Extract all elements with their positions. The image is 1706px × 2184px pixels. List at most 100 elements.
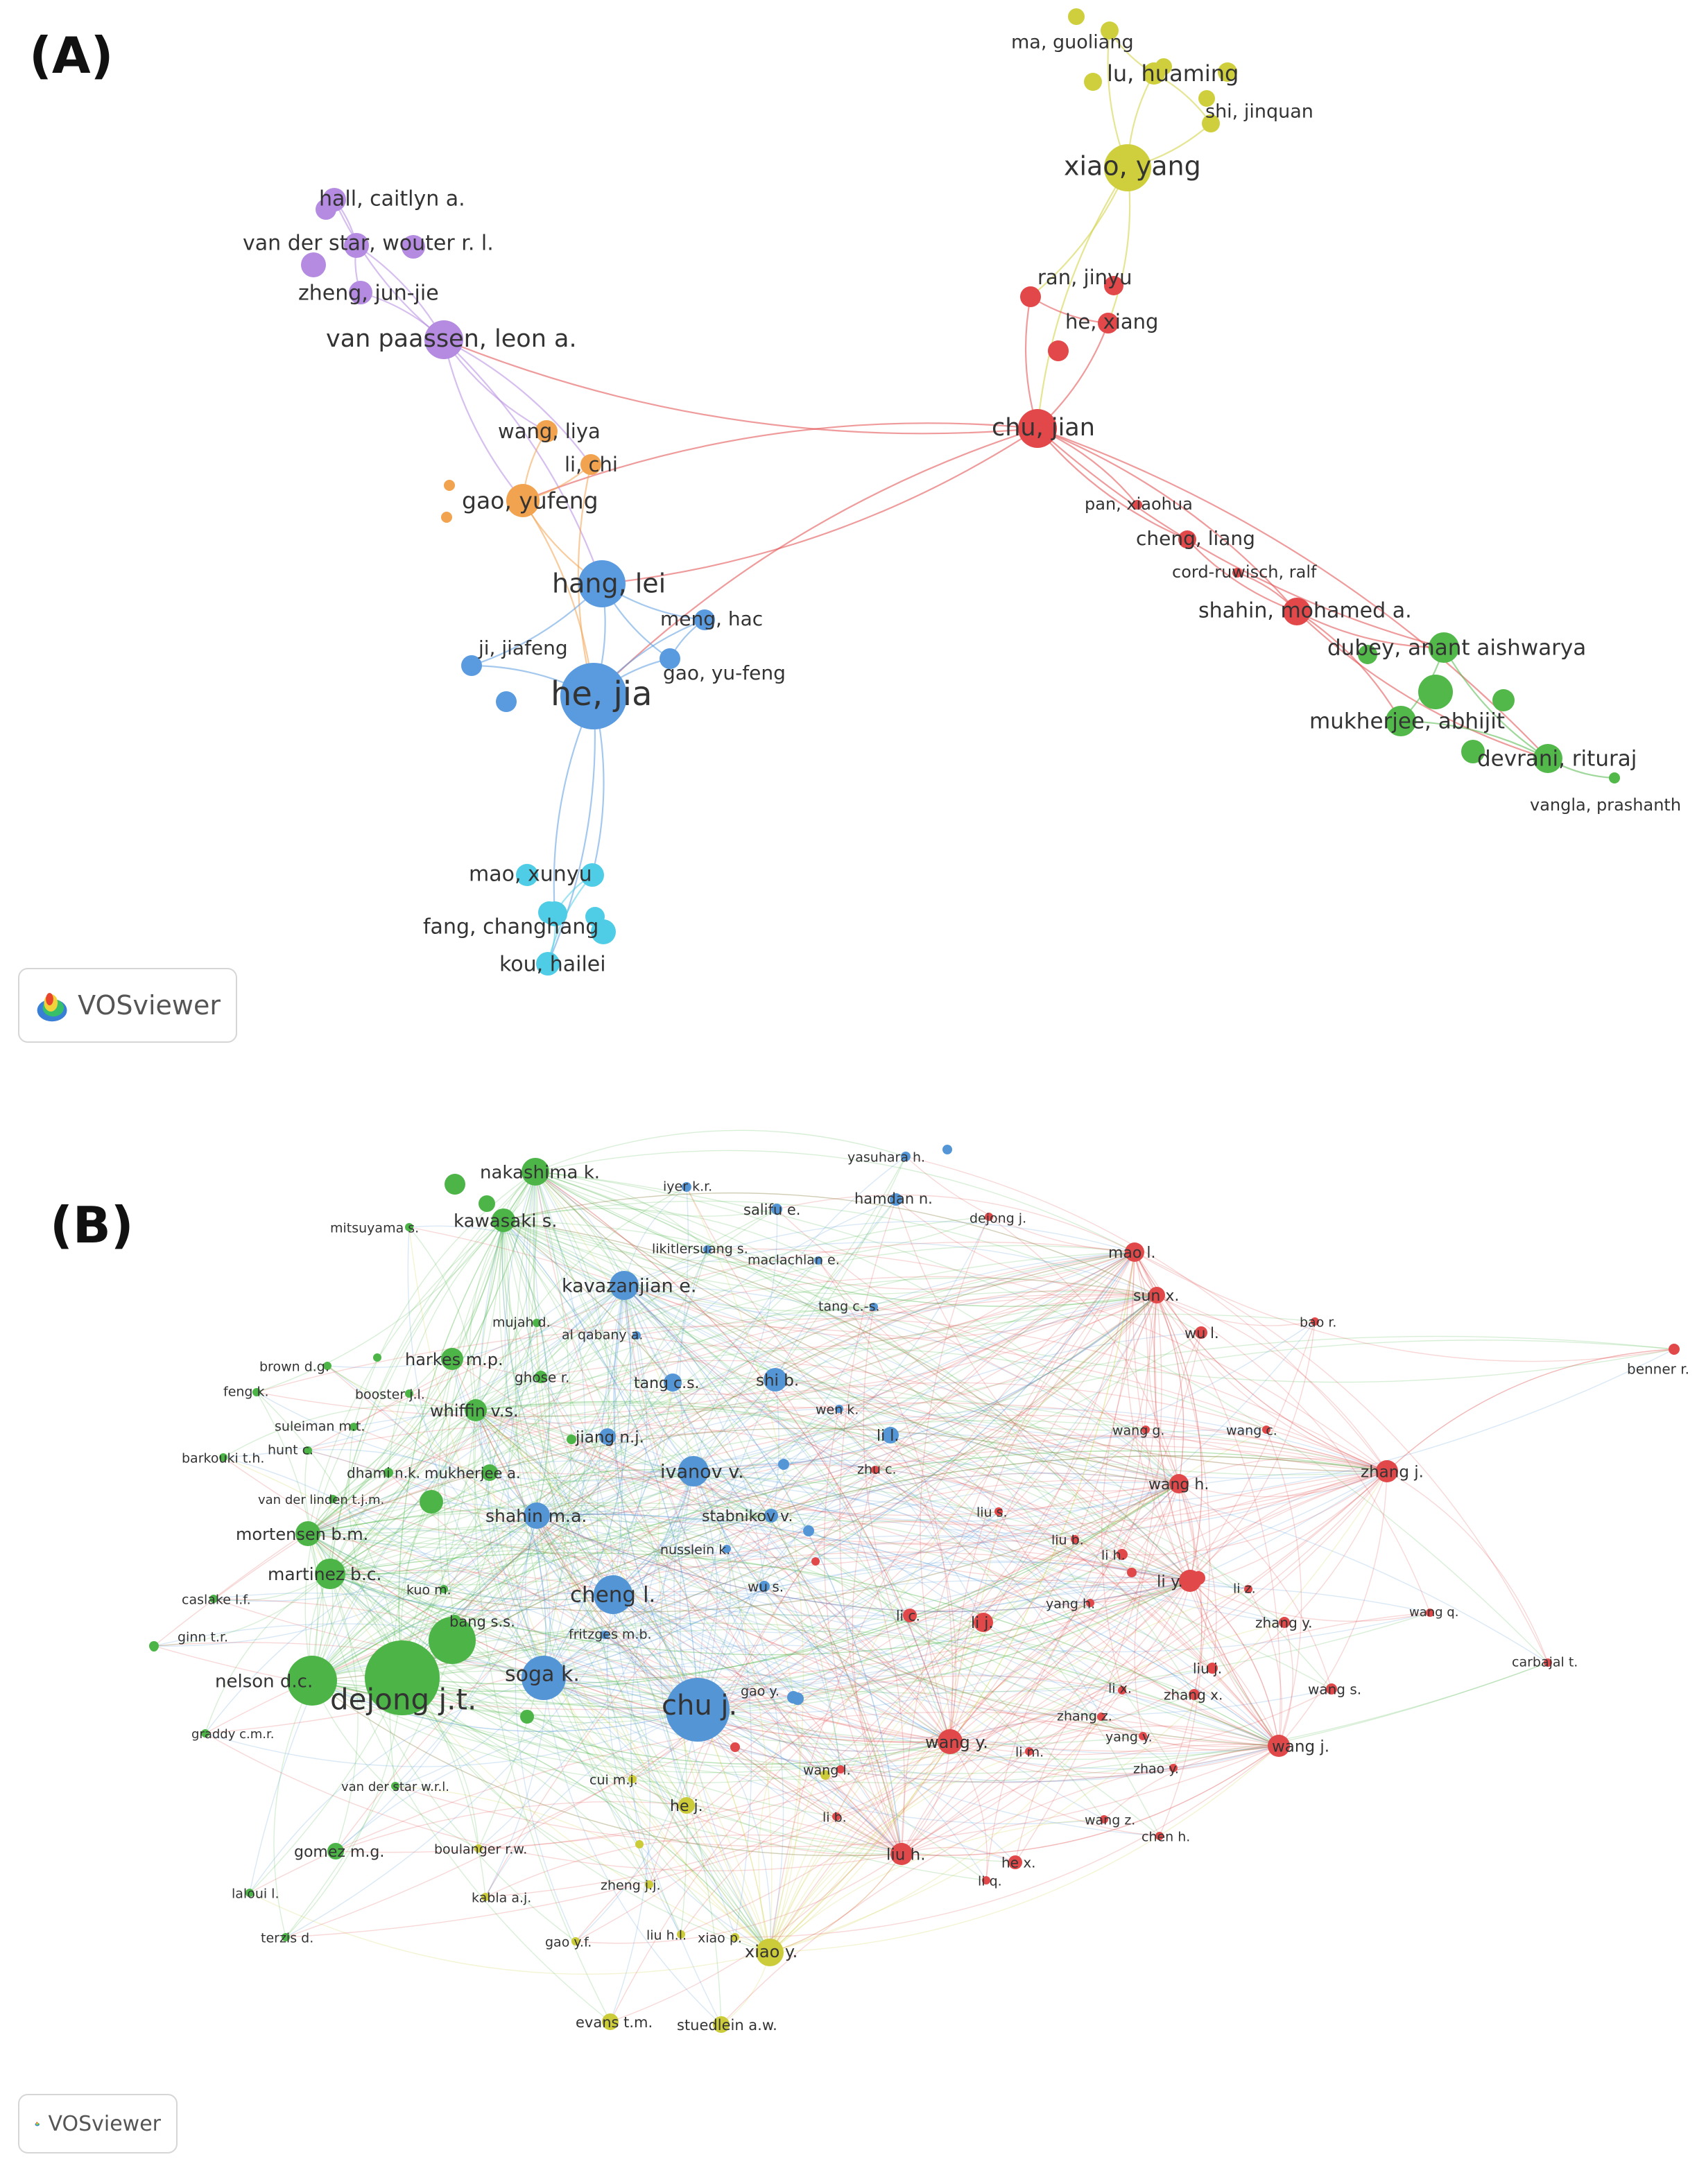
node-terzis[interactable] <box>282 1933 290 1941</box>
node-benner[interactable] <box>1669 1344 1680 1355</box>
node-zhang-z[interactable] <box>1097 1713 1105 1721</box>
node-shahin-ma[interactable] <box>524 1502 550 1529</box>
node-wang-c[interactable] <box>1262 1425 1270 1434</box>
node-wu-l[interactable] <box>1195 1326 1207 1339</box>
node-li-q[interactable] <box>982 1876 990 1884</box>
network-node[interactable] <box>820 1770 830 1780</box>
node-liu-j[interactable] <box>1207 1663 1218 1674</box>
node-gao-yufeng-b[interactable] <box>660 648 680 669</box>
node-wang-y[interactable] <box>938 1729 963 1754</box>
node-meng-hao[interactable] <box>694 609 715 630</box>
node-ran-jinyu[interactable] <box>1020 286 1041 307</box>
node-barkouki[interactable] <box>219 1453 227 1462</box>
node-hamdan[interactable] <box>890 1193 902 1206</box>
node-he-x[interactable] <box>1008 1855 1022 1869</box>
node-cheng-liang[interactable] <box>1178 530 1196 548</box>
node-feng-k[interactable] <box>252 1388 261 1396</box>
vosviewer-badge-b[interactable]: VOSviewer <box>18 2094 178 2153</box>
node-liu-s[interactable] <box>994 1507 1003 1516</box>
node-fang-changhang[interactable] <box>542 901 567 926</box>
node-wang-q[interactable] <box>1426 1609 1434 1617</box>
node-wang-h[interactable] <box>1169 1474 1189 1493</box>
node-li-m[interactable] <box>1025 1747 1033 1756</box>
node-laloui[interactable] <box>245 1889 254 1897</box>
node-kavazanjian[interactable] <box>610 1271 639 1300</box>
node-wang-l[interactable] <box>836 1765 845 1774</box>
network-node[interactable] <box>942 1145 952 1154</box>
node-hang-lei[interactable] <box>578 560 626 607</box>
node-vangla[interactable] <box>1609 772 1620 783</box>
node-yang-y[interactable] <box>1139 1732 1147 1740</box>
network-node[interactable] <box>444 480 455 491</box>
node-wang-j[interactable] <box>1268 1735 1290 1757</box>
node-cheng-l[interactable] <box>594 1575 632 1614</box>
node-xiao-p[interactable] <box>731 1933 739 1941</box>
node-mukherjee-abhijit[interactable] <box>1386 706 1416 736</box>
node-boulanger[interactable] <box>474 1844 483 1853</box>
network-node[interactable] <box>585 907 605 926</box>
node-jiang[interactable] <box>599 1428 616 1445</box>
network-node[interactable] <box>811 1557 820 1566</box>
node-nelson[interactable] <box>287 1656 337 1706</box>
node-wang-s[interactable] <box>1326 1683 1337 1695</box>
vosviewer-badge-a[interactable]: VOSviewer <box>18 968 237 1043</box>
node-nakashima[interactable] <box>522 1158 549 1186</box>
network-node[interactable] <box>730 1742 740 1752</box>
node-kawasaki[interactable] <box>492 1208 515 1232</box>
node-wang-g[interactable] <box>1141 1425 1150 1434</box>
network-node[interactable] <box>803 1525 814 1536</box>
network-node[interactable] <box>445 1174 465 1195</box>
node-li-j[interactable] <box>974 1613 993 1632</box>
node-gao-yf[interactable] <box>571 1937 580 1945</box>
node-gomez[interactable] <box>327 1843 344 1860</box>
node-zhu-c[interactable] <box>871 1466 879 1474</box>
node-van-der-linden[interactable] <box>329 1495 337 1503</box>
node-tang-cs2[interactable] <box>870 1303 878 1311</box>
node-wang-z[interactable] <box>1100 1815 1108 1823</box>
node-shi-b[interactable] <box>764 1368 787 1392</box>
node-li-h[interactable] <box>1117 1549 1128 1560</box>
node-hunt[interactable] <box>304 1446 312 1455</box>
node-devrani[interactable] <box>1533 744 1562 773</box>
node-shi-jinquan[interactable] <box>1202 114 1220 132</box>
node-xiao-yang[interactable] <box>1104 144 1151 191</box>
node-zhang-x[interactable] <box>1189 1689 1200 1700</box>
node-cui[interactable] <box>628 1775 637 1783</box>
node-bao-r[interactable] <box>1311 1317 1319 1326</box>
node-mitsuyama[interactable] <box>405 1223 413 1231</box>
network-node[interactable] <box>429 1617 476 1664</box>
network-node[interactable] <box>1492 689 1515 711</box>
node-martinez[interactable] <box>315 1559 345 1589</box>
node-gao-yufeng[interactable] <box>506 484 540 517</box>
node-stabnikov[interactable] <box>764 1509 778 1523</box>
node-dhami[interactable] <box>384 1468 393 1477</box>
network-node[interactable] <box>420 1490 443 1514</box>
node-yasuhara[interactable] <box>901 1152 911 1161</box>
network-node[interactable] <box>778 1459 789 1470</box>
node-nusslein[interactable] <box>723 1545 731 1553</box>
node-suleiman[interactable] <box>350 1423 358 1431</box>
node-li-z[interactable] <box>1244 1585 1252 1593</box>
network-node[interactable] <box>402 235 425 259</box>
node-tang-cs[interactable] <box>664 1373 682 1392</box>
node-li-b[interactable] <box>832 1812 841 1821</box>
node-mortensen[interactable] <box>295 1521 320 1546</box>
node-he-j[interactable] <box>678 1797 695 1814</box>
network-node[interactable] <box>479 1195 495 1212</box>
network-node[interactable] <box>520 1710 534 1724</box>
node-ma-guoliang[interactable] <box>1101 21 1119 40</box>
node-wen-k[interactable] <box>835 1405 843 1413</box>
node-mukherjee-a[interactable] <box>481 1464 498 1481</box>
node-whiffin[interactable] <box>465 1399 487 1421</box>
node-evans[interactable] <box>602 2013 619 2030</box>
network-node[interactable] <box>516 864 538 886</box>
node-harkes[interactable] <box>441 1348 463 1370</box>
node-ji-jiafeng[interactable] <box>461 655 482 676</box>
node-ivanov[interactable] <box>678 1456 709 1487</box>
node-iyer[interactable] <box>682 1182 691 1192</box>
node-liu-hl[interactable] <box>677 1930 685 1939</box>
network-node[interactable] <box>1218 62 1237 82</box>
network-node[interactable] <box>496 691 517 712</box>
node-caslake[interactable] <box>209 1595 218 1603</box>
node-liu-b[interactable] <box>1071 1535 1079 1543</box>
